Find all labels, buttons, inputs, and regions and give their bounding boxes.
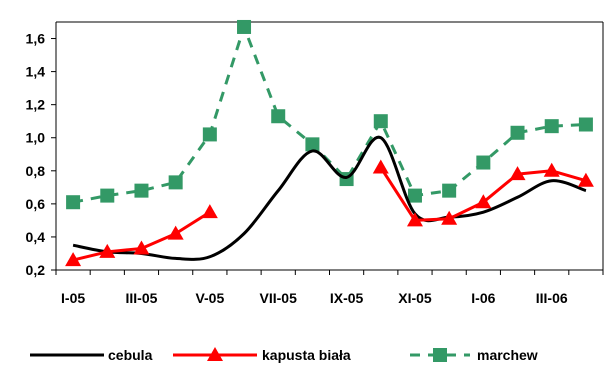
y-tick-label: 0,4 [26,229,46,245]
legend-item-kapusta-biała: kapusta biała [173,347,351,363]
data-point [372,159,389,174]
legend-marker [207,347,223,361]
series-line [72,25,586,204]
x-tick-label: IX-05 [330,290,364,306]
data-point [406,212,423,227]
y-tick-label: 1,6 [26,31,46,47]
data-point [509,166,526,181]
y-tick-label: 1,2 [26,97,46,113]
data-point [441,210,458,225]
legend-marker [433,348,447,362]
y-ticks: 0,2 0,4 0,6 0,8 1,0 1,2 1,4 1,6 [26,31,56,278]
plot-area [55,21,604,271]
data-point [305,137,320,152]
y-tick-label: 0,8 [26,163,46,179]
series-marchew [66,19,593,210]
legend-label: cebula [108,347,153,363]
data-point [99,243,116,258]
data-point [100,188,115,203]
legend-label: marchew [477,347,538,363]
y-tick-label: 1,4 [26,64,46,80]
data-point [544,119,559,134]
x-tick-label: VII-05 [260,290,298,306]
data-point [134,183,149,198]
legend-label: kapusta biała [262,347,351,363]
legend: cebula kapusta biała marchew [30,347,538,363]
data-point [66,195,81,210]
y-tick-label: 0,6 [26,196,46,212]
data-point [407,188,422,203]
data-point [201,204,218,219]
x-tick-label: III-06 [536,290,568,306]
y-tick-label: 1,0 [26,130,46,146]
x-tick-label: III-05 [126,290,158,306]
y-tick-label: 0,2 [26,262,46,278]
data-point [475,194,492,209]
data-point [578,117,593,132]
data-point [237,19,252,34]
x-ticks: I-05 III-05 V-05 VII-05 IX-05 XI-05 I-06 III-06 [55,270,604,306]
series-kapusta-biała [65,159,594,267]
legend-item-marchew: marchew [410,347,538,363]
series-line [72,135,587,261]
data-point [577,172,594,187]
x-tick-label: V-05 [195,290,224,306]
data-point [202,127,217,142]
x-tick-label: XI-05 [398,290,432,306]
data-point [476,155,491,170]
data-point [271,109,286,124]
x-tick-label: I-05 [61,290,85,306]
data-point [442,183,457,198]
legend-item-cebula: cebula [30,347,153,363]
data-point [133,240,150,255]
data-point [373,114,388,129]
series-layer [65,19,594,267]
data-point [168,175,183,190]
series-cebula [72,135,587,261]
data-point [167,225,184,240]
data-point [65,252,82,267]
data-point [510,125,525,140]
x-tick-label: I-06 [471,290,495,306]
data-point [543,162,560,177]
